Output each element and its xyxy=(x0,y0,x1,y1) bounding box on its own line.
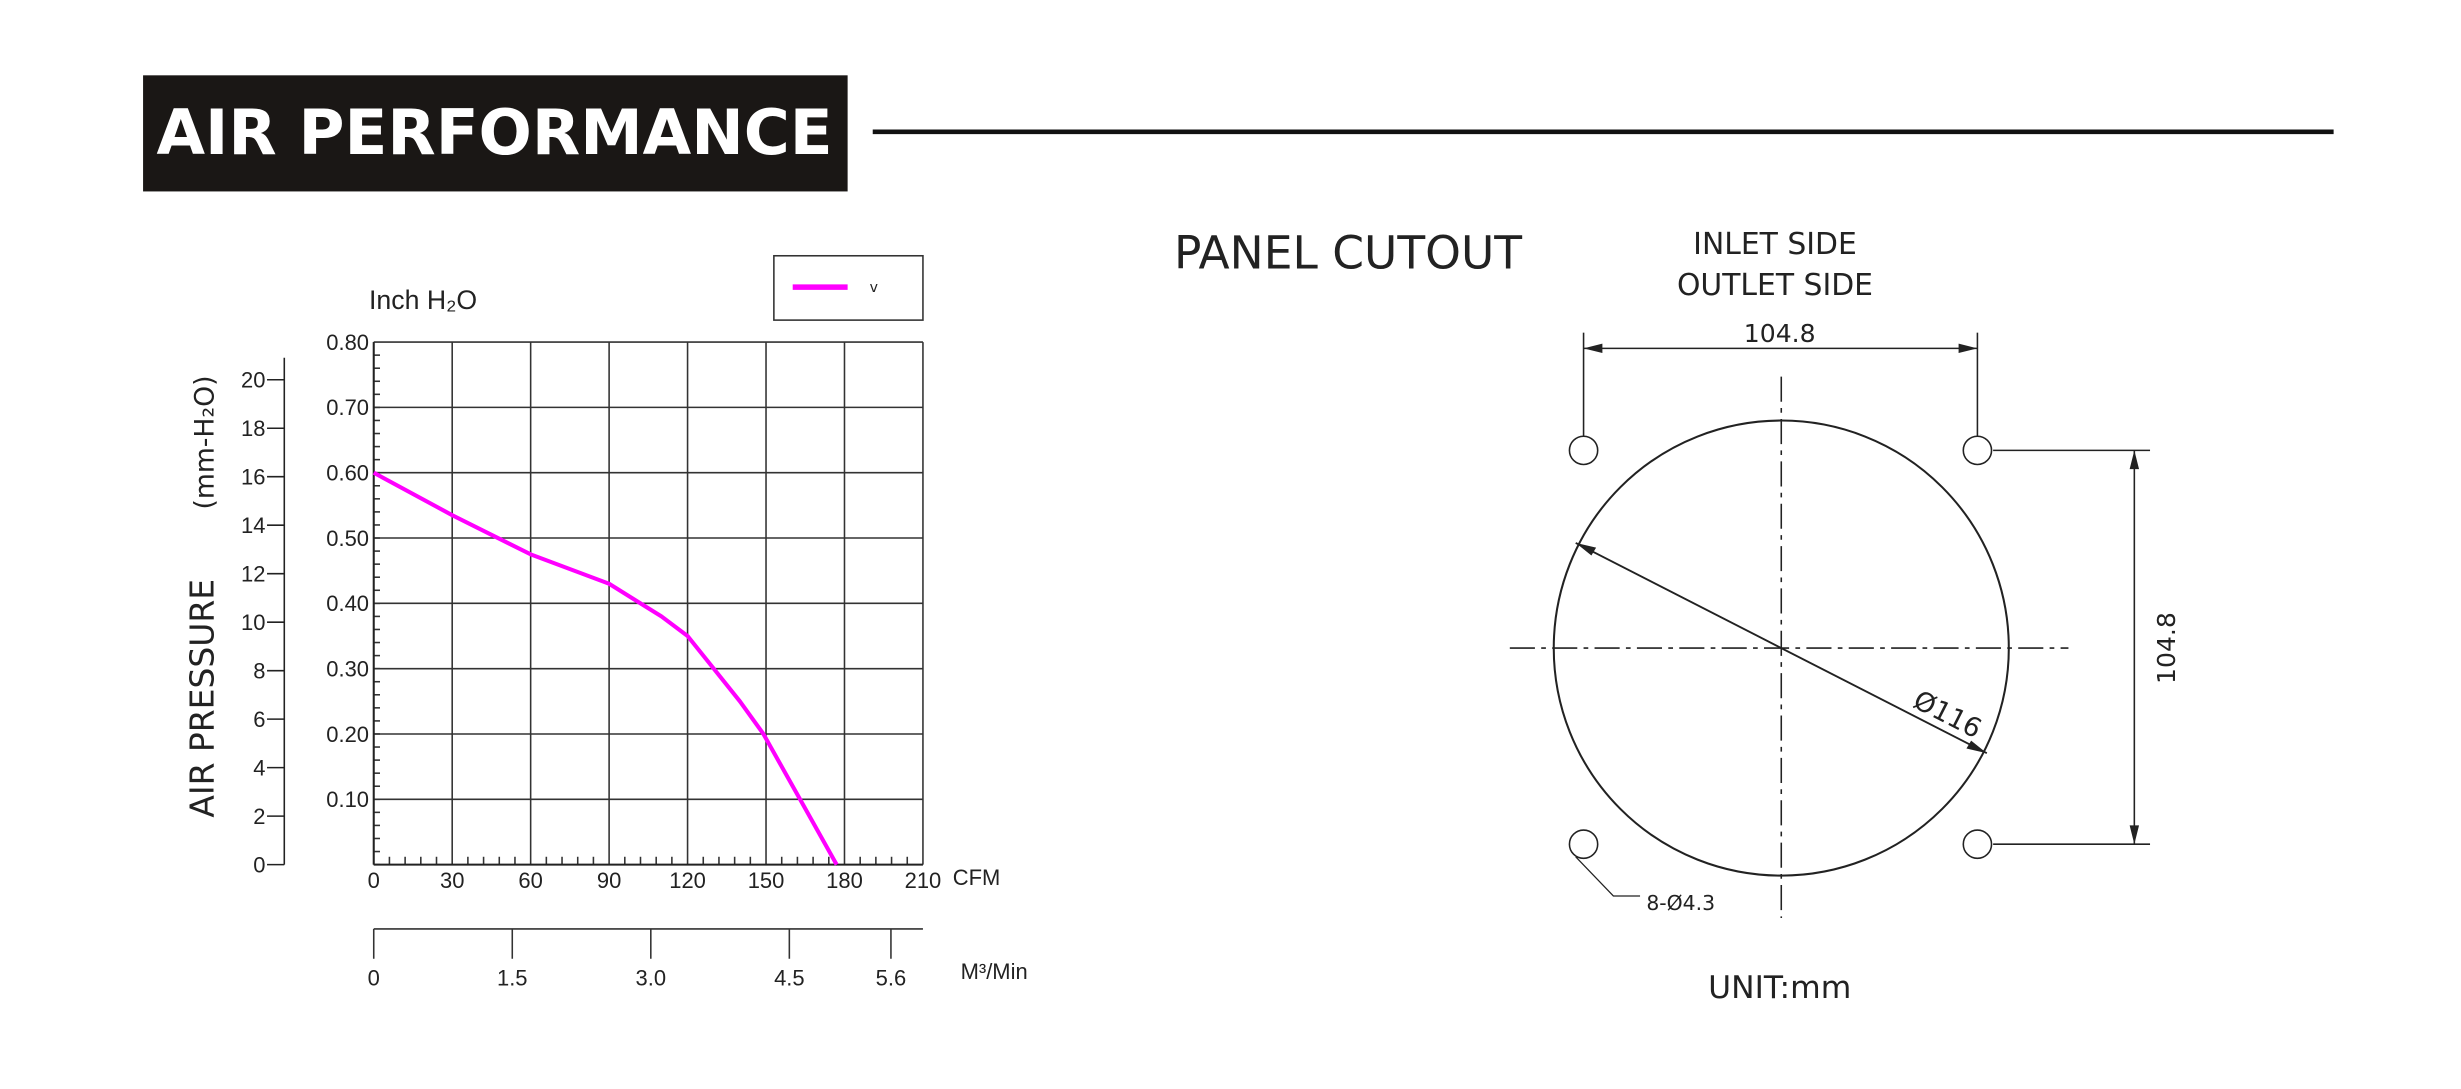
x-tick-label: 30 xyxy=(440,868,464,893)
y-secondary-tick-label: 10 xyxy=(241,610,265,635)
x-tick-label: 90 xyxy=(597,868,621,893)
axes xyxy=(267,342,923,959)
series-v-line xyxy=(372,470,839,866)
mounting-hole xyxy=(1962,829,1993,860)
y-secondary-tick-label: 16 xyxy=(241,465,265,490)
x-secondary-tick-label: 3.0 xyxy=(636,965,667,990)
y-secondary-tick-label: 14 xyxy=(241,513,265,538)
x-tick-label: 120 xyxy=(669,868,706,893)
x-tick-label: 180 xyxy=(826,868,863,893)
diameter-line xyxy=(1575,542,1988,755)
vertical-dimension: 104.8 xyxy=(2152,612,2181,684)
y-tick-label: 0.70 xyxy=(326,395,369,420)
y-tick-label: 0.40 xyxy=(326,591,369,616)
panel-title: PANEL CUTOUT xyxy=(1174,226,1522,279)
y-unit-label: Inch H₂O xyxy=(369,285,477,315)
y-secondary-tick-label: 12 xyxy=(241,562,265,587)
mounting-hole xyxy=(1568,829,1599,860)
y-axis-label: AIR PRESSURE xyxy=(183,579,222,818)
x-tick-label: 210 xyxy=(905,868,942,893)
x-tick-label: 0 xyxy=(368,868,380,893)
page-title: AIR PERFORMANCE xyxy=(156,96,832,169)
air-performance-chart: Inch H₂O v 0 30 60 90 120 150 180 2100.100.200.… xyxy=(183,254,1028,990)
hole-spec: 8-Ø4.3 xyxy=(1646,891,1715,915)
y-secondary-tick-label: 20 xyxy=(241,368,265,393)
title-banner xyxy=(143,75,848,192)
x-secondary-axis-label: M³/Min xyxy=(961,959,1028,984)
y-tick-label: 0.10 xyxy=(326,787,369,812)
y-secondary-tick-label: 18 xyxy=(241,416,265,441)
outlet-label: OUTLET SIDE xyxy=(1677,268,1873,303)
y-secondary-tick-label: 6 xyxy=(253,707,265,732)
diameter-label: Ø116 xyxy=(1908,685,1986,745)
y-tick-label: 0.20 xyxy=(326,722,369,747)
legend-label: v xyxy=(870,280,878,296)
y-secondary-tick-label: 4 xyxy=(253,755,265,780)
y-tick-label: 0.50 xyxy=(326,526,369,551)
y-secondary-tick-label: 8 xyxy=(253,659,265,684)
y-secondary-tick-label: 2 xyxy=(253,804,265,829)
grid xyxy=(372,341,924,866)
x-tick-label: 150 xyxy=(748,868,785,893)
y-secondary-axis-label: (mm-H₂O) xyxy=(190,375,221,509)
y-tick-label: 0.80 xyxy=(326,330,369,355)
y-secondary-tick-label: 0 xyxy=(253,852,265,877)
x-secondary-tick-label: 5.6 xyxy=(876,965,907,990)
x-axis-label: CFM xyxy=(953,865,1001,890)
x-tick-label: 60 xyxy=(518,868,542,893)
unit-label: UNIT:mm xyxy=(1708,970,1851,1006)
horizontal-dimension: 104.8 xyxy=(1744,319,1816,348)
y-tick-label: 0.30 xyxy=(326,657,369,682)
inlet-label: INLET SIDE xyxy=(1693,227,1857,262)
mounting-hole xyxy=(1962,435,1993,466)
mounting-hole xyxy=(1568,435,1599,466)
y-tick-label: 0.60 xyxy=(326,461,369,486)
x-secondary-tick-label: 4.5 xyxy=(774,965,805,990)
hole-leader-line xyxy=(1575,856,1641,897)
panel-cutout-drawing: PANEL CUTOUT INLET SIDE OUTLET SIDE 104.… xyxy=(1174,226,2181,1006)
x-secondary-tick-label: 1.5 xyxy=(497,965,528,990)
x-secondary-tick-label: 0 xyxy=(368,965,380,990)
